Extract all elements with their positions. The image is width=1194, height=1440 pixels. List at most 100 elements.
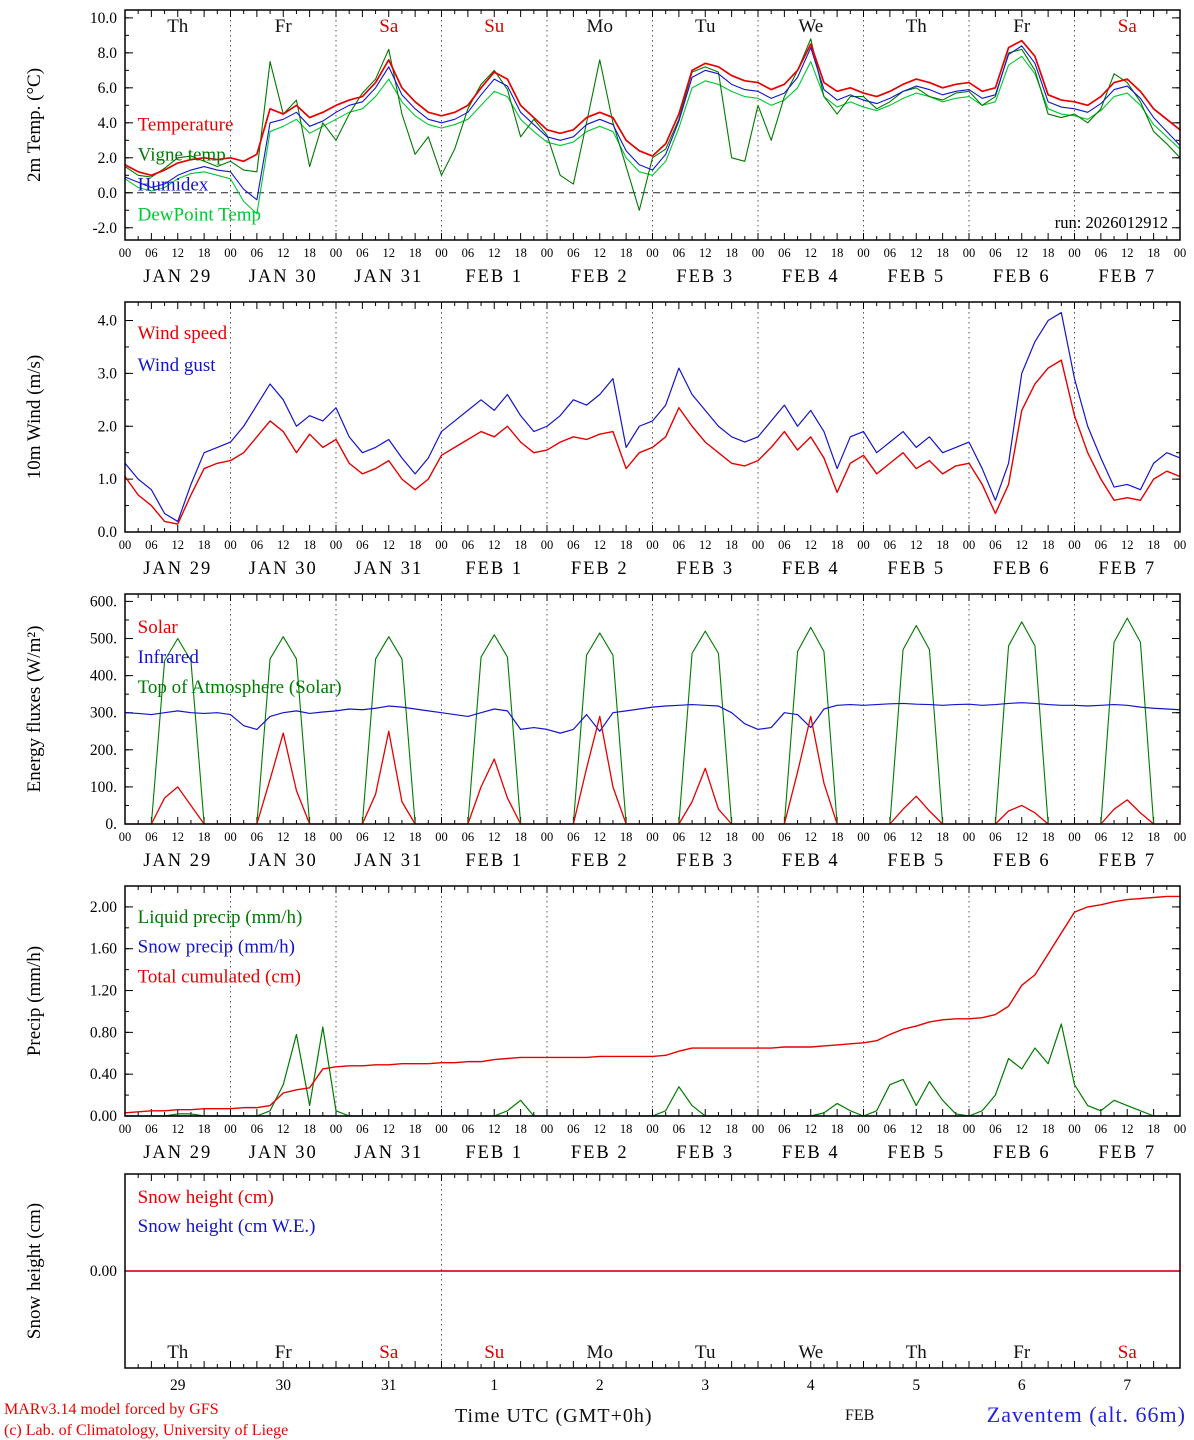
hour-label: 18 (725, 1122, 738, 1136)
day-label: Th (167, 1342, 189, 1363)
date-label: FEB 3 (676, 559, 734, 579)
hour-label: 18 (198, 538, 211, 552)
hour-label: 00 (224, 1122, 237, 1136)
date-number: 3 (701, 1377, 709, 1394)
hour-label: 00 (857, 830, 870, 844)
hour-label: 18 (725, 246, 738, 260)
hour-label: 12 (594, 246, 607, 260)
plot-border (124, 9, 1181, 241)
ytick-label: 300. (90, 705, 117, 722)
hour-label: 00 (1068, 538, 1081, 552)
hour-label: 12 (277, 830, 290, 844)
ytick-label: 4.0 (98, 313, 118, 330)
hour-label: 18 (725, 538, 738, 552)
hour-label: 00 (119, 830, 132, 844)
date-label: FEB 7 (1098, 851, 1156, 871)
hour-label: 00 (330, 538, 343, 552)
ytick-label: 200. (90, 742, 117, 759)
date-label: JAN 29 (143, 1143, 212, 1163)
hour-label: 18 (198, 830, 211, 844)
hour-label: 00 (963, 246, 976, 260)
date-number: 2 (596, 1377, 604, 1394)
hour-label: 12 (805, 246, 818, 260)
hour-label: 18 (936, 538, 949, 552)
day-label: Th (906, 16, 928, 37)
model-credit: MARv3.14 model forced by GFS (c) Lab. of… (4, 1399, 288, 1440)
day-label: Sa (1118, 16, 1138, 37)
hour-label: 06 (356, 1122, 369, 1136)
hour-label: 06 (989, 830, 1002, 844)
date-number: 4 (807, 1377, 815, 1394)
hour-label: 06 (462, 1122, 475, 1136)
date-label: FEB 5 (887, 559, 945, 579)
hour-label: 00 (435, 246, 448, 260)
hour-label: 00 (857, 246, 870, 260)
day-label: Sa (379, 16, 399, 37)
series-infrared (124, 702, 1181, 734)
date-label: JAN 30 (249, 267, 318, 287)
date-number: 7 (1123, 1377, 1131, 1394)
y-axis-title: Snow height (cm) (24, 1203, 45, 1339)
ytick-label: 0.00 (90, 1108, 117, 1125)
ytick-label: 1.0 (98, 471, 118, 488)
date-label: FEB 4 (782, 1143, 840, 1163)
month-label: FEB (845, 1407, 875, 1424)
model-credit-line2: (c) Lab. of Climatology, University of L… (4, 1422, 289, 1439)
day-label: Th (167, 16, 189, 37)
date-label: FEB 2 (571, 1143, 629, 1163)
hour-label: 06 (145, 1122, 158, 1136)
hour-label: 06 (989, 538, 1002, 552)
hour-label: 18 (1042, 538, 1055, 552)
ytick-label: 0.0 (98, 185, 118, 202)
hour-label: 12 (699, 830, 712, 844)
date-label: FEB 6 (993, 267, 1051, 287)
hour-label: 00 (1174, 246, 1187, 260)
series-humidex (124, 45, 1181, 201)
ytick-label: 100. (90, 779, 117, 796)
hour-label: 00 (963, 538, 976, 552)
hour-label: 00 (857, 1122, 870, 1136)
hour-label: 18 (303, 246, 316, 260)
plot-border (124, 1173, 1181, 1369)
hour-label: 00 (1068, 246, 1081, 260)
day-label: Fr (1013, 16, 1031, 37)
hour-label: 06 (989, 1122, 1002, 1136)
series-top-of-atmosphere-solar (124, 617, 1181, 825)
date-label: FEB 5 (887, 851, 945, 871)
hour-label: 12 (488, 830, 501, 844)
hour-label: 06 (462, 830, 475, 844)
day-label: Sa (1118, 1342, 1138, 1363)
hour-label: 12 (805, 538, 818, 552)
legend-humidex: Humidex (138, 175, 209, 196)
date-label: FEB 7 (1098, 559, 1156, 579)
hour-label: 18 (1042, 246, 1055, 260)
hour-label: 18 (1147, 246, 1160, 260)
hour-label: 06 (251, 246, 264, 260)
hour-label: 12 (1121, 830, 1134, 844)
date-label: FEB 4 (782, 559, 840, 579)
day-label: Su (484, 16, 505, 37)
hour-label: 06 (567, 830, 580, 844)
ytick-label: 0. (105, 816, 117, 833)
legend-wind-speed: Wind speed (138, 323, 228, 344)
hour-label: 18 (198, 1122, 211, 1136)
hour-label: 18 (936, 246, 949, 260)
hour-label: 06 (884, 246, 897, 260)
legend-snow-height-cm-w-e: Snow height (cm W.E.) (138, 1216, 316, 1237)
hour-label: 12 (383, 830, 396, 844)
hour-label: 06 (778, 830, 791, 844)
date-label: FEB 1 (465, 851, 523, 871)
hour-label: 12 (383, 246, 396, 260)
hour-label: 06 (673, 538, 686, 552)
time-axis-title: Time UTC (GMT+0h) (455, 1405, 653, 1427)
panel-wind: 4.0 3.0 2.0 1.0 0.0 Wind gust Wind speed 00 06 12… (0, 292, 1194, 584)
hour-label: 12 (805, 1122, 818, 1136)
day-label: Tu (695, 1342, 716, 1363)
hour-label: 06 (356, 246, 369, 260)
date-label: FEB 2 (571, 851, 629, 871)
hour-label: 12 (277, 1122, 290, 1136)
ytick-label: 2.0 (98, 418, 118, 435)
plot-border (124, 885, 1181, 1117)
hour-label: 12 (1121, 538, 1134, 552)
hour-label: 18 (620, 1122, 633, 1136)
